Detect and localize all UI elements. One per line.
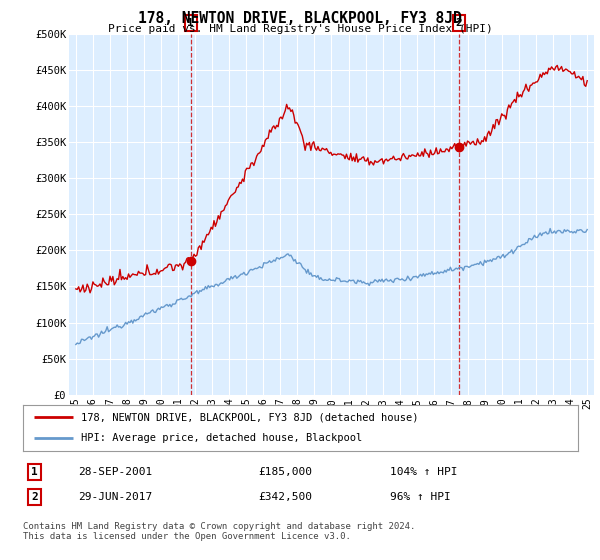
Text: 96% ↑ HPI: 96% ↑ HPI — [390, 492, 451, 502]
Text: Price paid vs. HM Land Registry's House Price Index (HPI): Price paid vs. HM Land Registry's House … — [107, 24, 493, 34]
Text: 178, NEWTON DRIVE, BLACKPOOL, FY3 8JD: 178, NEWTON DRIVE, BLACKPOOL, FY3 8JD — [138, 11, 462, 26]
Text: 28-SEP-2001: 28-SEP-2001 — [78, 467, 152, 477]
Text: 1: 1 — [31, 467, 38, 477]
Text: £185,000: £185,000 — [258, 467, 312, 477]
Text: 2: 2 — [456, 18, 463, 28]
Text: 1: 1 — [187, 18, 194, 28]
Text: 29-JUN-2017: 29-JUN-2017 — [78, 492, 152, 502]
Text: HPI: Average price, detached house, Blackpool: HPI: Average price, detached house, Blac… — [81, 433, 362, 444]
Text: £342,500: £342,500 — [258, 492, 312, 502]
Text: 2: 2 — [31, 492, 38, 502]
Text: 178, NEWTON DRIVE, BLACKPOOL, FY3 8JD (detached house): 178, NEWTON DRIVE, BLACKPOOL, FY3 8JD (d… — [81, 412, 419, 422]
Text: 104% ↑ HPI: 104% ↑ HPI — [390, 467, 458, 477]
Text: Contains HM Land Registry data © Crown copyright and database right 2024.
This d: Contains HM Land Registry data © Crown c… — [23, 522, 415, 542]
